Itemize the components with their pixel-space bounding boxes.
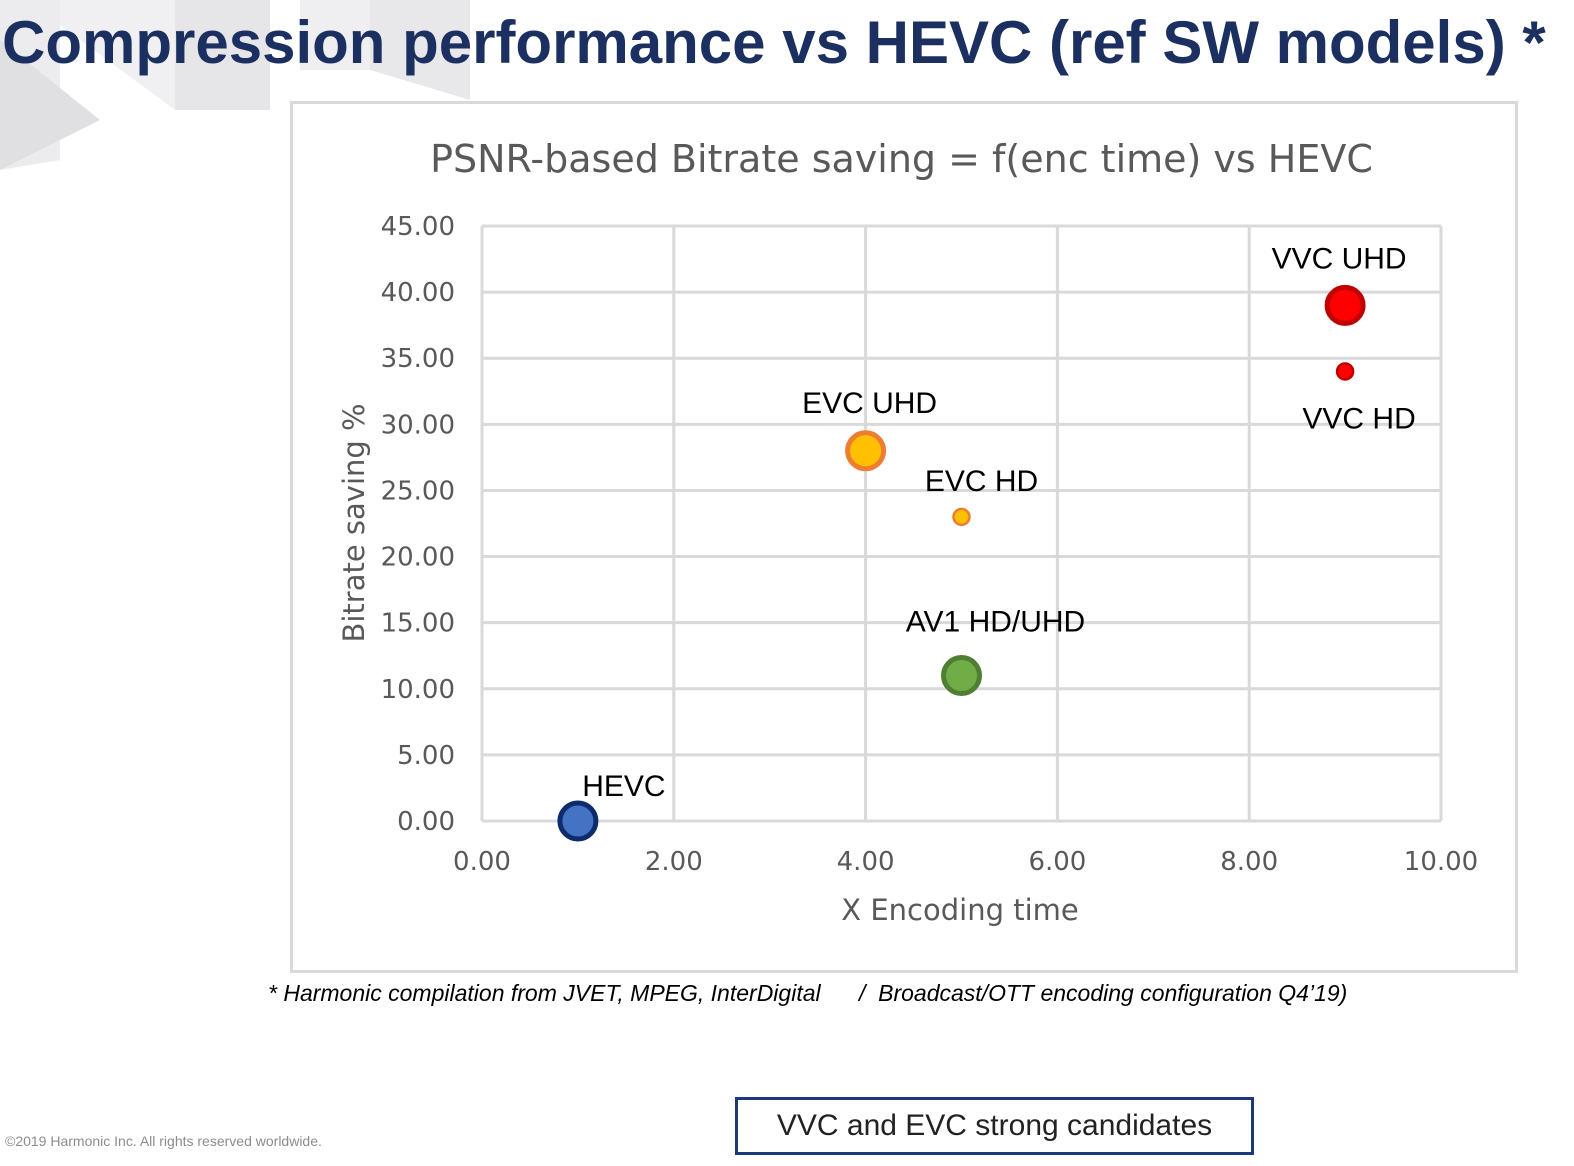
x-tick-label: 8.00 [1220,847,1278,877]
y-tick-label: 5.00 [397,741,455,771]
scatter-chart: PSNR-based Bitrate saving = f(enc time) … [337,137,1478,927]
callout-text: VVC and EVC strong candidates [776,1109,1213,1142]
chart-frame [290,101,1518,973]
slide-title: Compression performance vs HEVC (ref SW … [2,9,1546,76]
footnote: * Harmonic compilation from JVET, MPEG, … [268,980,1348,1006]
copyright: ©2019 Harmonic Inc. All rights reserved … [5,1133,322,1149]
x-tick-label: 0.00 [453,847,511,877]
data-label: HEVC [582,770,665,803]
x-tick-label: 10.00 [1404,847,1478,877]
chart-title: PSNR-based Bitrate saving = f(enc time) … [430,137,1373,181]
data-point [557,800,599,842]
data-label: VVC HD [1302,402,1415,435]
data-label: VVC UHD [1272,242,1407,275]
x-tick-label: 2.00 [645,847,703,877]
data-point [1335,362,1355,381]
data-point [941,655,982,697]
data-point [845,430,887,472]
data-label: EVC HD [925,465,1038,498]
data-point [1324,284,1366,326]
y-tick-label: 25.00 [381,476,455,506]
y-tick-label: 20.00 [381,543,455,573]
y-tick-label: 15.00 [381,609,455,639]
background-decoration [0,0,470,170]
y-tick-label: 45.00 [381,212,455,242]
y-tick-label: 10.00 [381,675,455,705]
x-tick-label: 4.00 [837,847,895,877]
y-tick-label: 35.00 [381,344,455,374]
y-tick-label: 30.00 [381,410,455,440]
y-axis-label: Bitrate saving % [337,403,371,642]
x-tick-label: 6.00 [1028,847,1086,877]
data-label: AV1 HD/UHD [906,606,1085,639]
data-point [952,507,971,527]
callout-box: VVC and EVC strong candidates [735,1097,1254,1155]
x-axis-label: X Encoding time [841,893,1078,927]
y-tick-label: 40.00 [381,278,455,308]
y-tick-label: 0.00 [397,807,455,837]
data-label: EVC UHD [802,387,937,420]
